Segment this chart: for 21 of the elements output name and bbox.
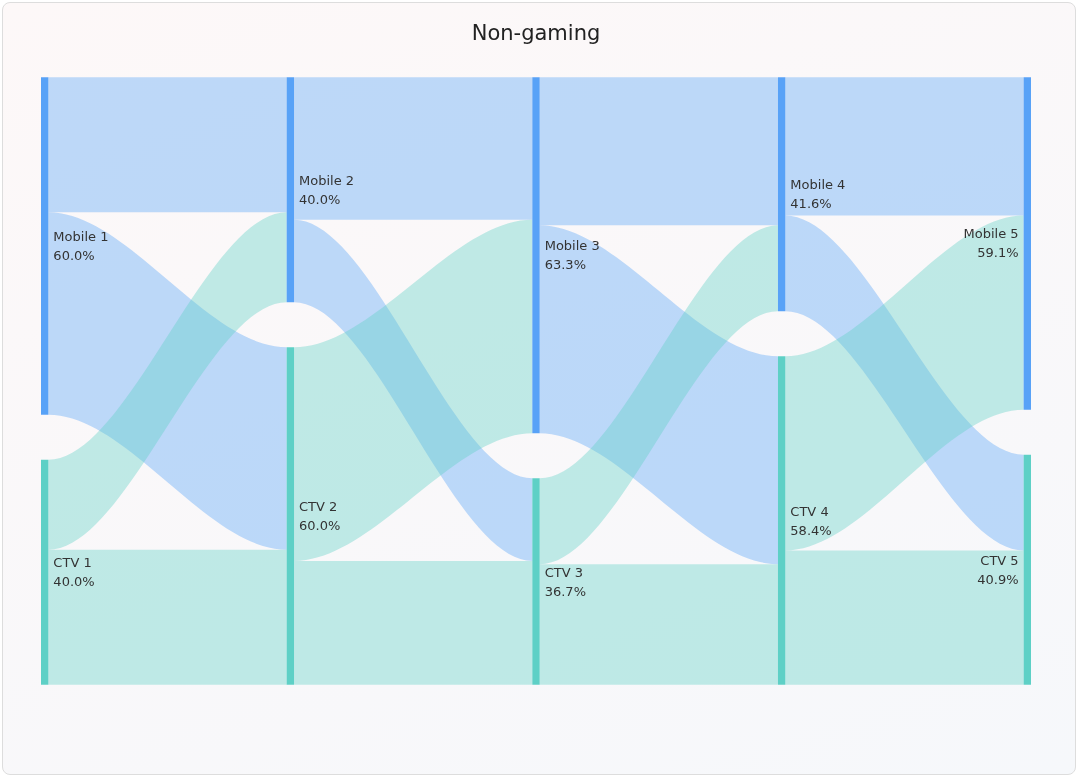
category-label: CTV 1 bbox=[53, 555, 92, 571]
category-label: Mobile 4 bbox=[790, 177, 846, 193]
text: Non-gaming bbox=[471, 21, 601, 45]
data-label: 59.1% bbox=[977, 245, 1019, 261]
data-label: 58.4% bbox=[790, 522, 832, 538]
data-label: 41.6% bbox=[790, 196, 832, 212]
category-label: CTV 4 bbox=[790, 503, 829, 519]
data-label: 60.0% bbox=[53, 248, 95, 263]
category-label: CTV 5 bbox=[980, 552, 1019, 568]
data-label: 36.7% bbox=[544, 583, 586, 599]
data-label: 40.0% bbox=[299, 191, 341, 207]
category-label: Mobile 5 bbox=[963, 226, 1019, 242]
data-label: 40.9% bbox=[977, 571, 1019, 587]
category-label: CTV 3 bbox=[544, 564, 584, 580]
category-label: Mobile 3 bbox=[544, 238, 600, 254]
data-label: 63.3% bbox=[544, 257, 586, 273]
data-label: 40.0% bbox=[53, 574, 95, 590]
category-label: CTV 2 bbox=[299, 499, 338, 514]
category-label: Mobile 1 bbox=[53, 229, 109, 244]
category-label: Mobile 2 bbox=[299, 172, 355, 188]
data-label: 60.0% bbox=[299, 518, 341, 533]
